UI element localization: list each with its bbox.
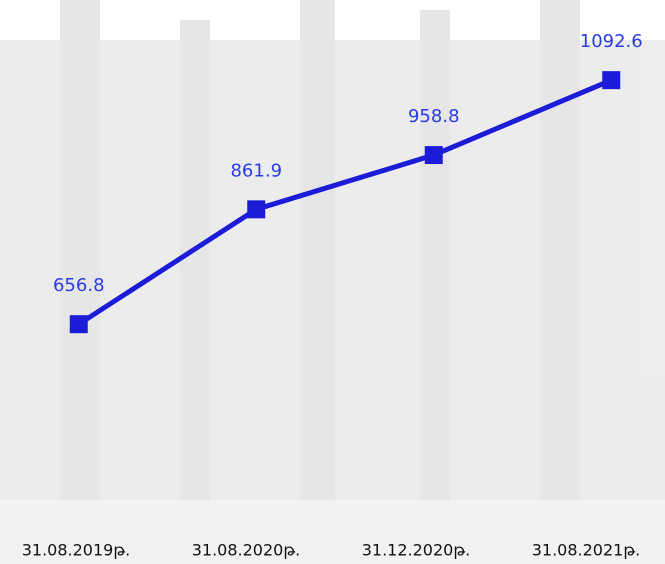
chart: 31.08.2019թ. 31.08.2020թ. 31.12.2020թ. 31.0… (0, 0, 665, 564)
data-label: 1092.6 (580, 31, 643, 52)
marker (425, 146, 443, 164)
data-label: 861.9 (230, 160, 282, 181)
x-tick-label: 31.12.2020թ. (362, 541, 471, 560)
data-label: 958.8 (408, 106, 460, 127)
x-tick-label: 31.08.2021թ. (532, 541, 641, 560)
x-tick-label: 31.08.2019թ. (22, 541, 131, 560)
marker (247, 200, 265, 218)
marker (602, 71, 620, 89)
x-tick-label: 31.08.2020թ. (192, 541, 301, 560)
data-label: 656.8 (53, 275, 105, 296)
marker (70, 315, 88, 333)
